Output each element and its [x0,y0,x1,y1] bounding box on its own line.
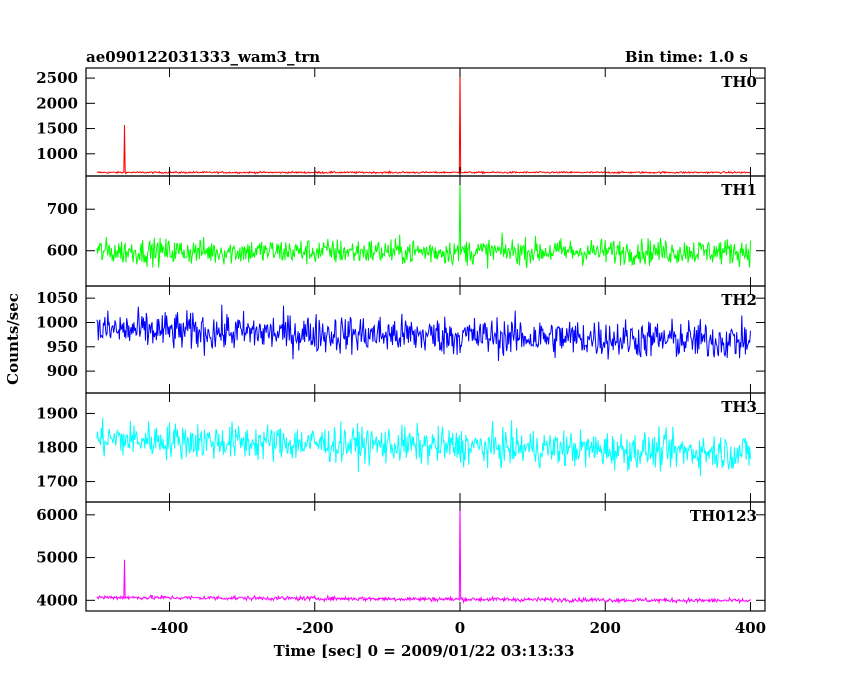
panel-label-th0: TH0 [721,73,757,91]
x-tick-label: 0 [455,619,465,637]
y-tick-label: 2000 [36,94,78,112]
x-tick-label: -400 [151,619,189,637]
y-tick-label: 950 [47,338,78,356]
series-line-th0123 [96,502,751,605]
x-tick-label: 200 [590,619,621,637]
y-tick-label: 900 [47,362,78,380]
y-tick-label: 1050 [36,289,78,307]
x-tick-label: -200 [296,619,334,637]
series-line-th1 [96,178,751,269]
y-tick-label: 4000 [36,591,78,609]
y-tick-label: 1800 [36,439,78,457]
series-line-th2 [96,304,751,361]
y-tick-label: 600 [47,242,78,260]
panel-label-th3: TH3 [721,398,757,416]
series-line-th0 [96,68,751,175]
panel-frame-1 [85,67,766,177]
panel-frame-2 [85,175,766,287]
series-line-th3 [96,417,751,477]
x-axis-label: Time [sec] 0 = 2009/01/22 03:13:33 [274,642,575,660]
y-axis-label: Counts/sec [4,293,22,385]
y-tick-label: 1000 [36,313,78,331]
x-tick-label: 400 [735,619,766,637]
y-tick-label: 700 [47,200,78,218]
panel-label-th0123: TH0123 [690,507,757,525]
panel-label-th1: TH1 [721,181,757,199]
y-tick-label: 2500 [36,69,78,87]
chart-title: ae090122031333_wam3_trn [86,48,320,66]
bin-time-label: Bin time: 1.0 s [625,48,748,66]
y-tick-label: 5000 [36,549,78,567]
y-tick-label: 1700 [36,473,78,491]
panel-label-th2: TH2 [721,291,757,309]
y-tick-label: 1500 [36,120,78,138]
y-tick-label: 1000 [36,145,78,163]
panel-frame-5 [85,501,766,612]
y-tick-label: 1900 [36,404,78,422]
y-tick-label: 6000 [36,506,78,524]
